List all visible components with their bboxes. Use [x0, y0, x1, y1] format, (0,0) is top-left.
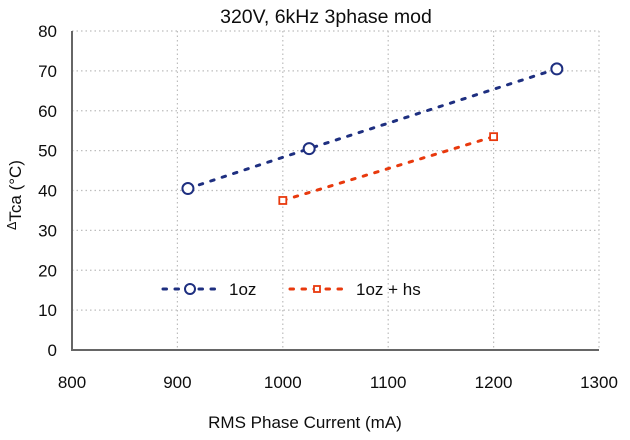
series-line-1oz-hs — [281, 135, 496, 202]
data-point-marker-square — [278, 196, 288, 205]
legend-item: 1oz — [161, 280, 256, 299]
x-tick-label: 1300 — [580, 373, 618, 392]
y-tick-label: 40 — [38, 182, 57, 201]
y-tick-label: 30 — [38, 221, 57, 240]
x-tick-label: 800 — [58, 373, 86, 392]
y-tick-label: 70 — [38, 62, 57, 81]
data-point-marker-circle — [302, 142, 316, 156]
axes — [71, 31, 599, 351]
y-tick-label: 10 — [38, 301, 57, 320]
y-tick-label: 50 — [38, 142, 57, 161]
data-point-marker-circle — [550, 62, 564, 76]
x-tick-label: 1000 — [264, 373, 302, 392]
y-tick-label: 0 — [48, 341, 57, 360]
data-point-marker-square — [489, 132, 499, 142]
x-axis-label: RMS Phase Current (mA) — [208, 413, 402, 432]
y-tick-label: 60 — [38, 102, 57, 121]
y-axis-label: ΔTca (°C) — [5, 160, 25, 230]
series-line-1oz — [186, 67, 559, 191]
y-tick-label: 20 — [38, 261, 57, 280]
x-tick-label: 1100 — [370, 373, 407, 392]
x-tick-label: 1200 — [475, 373, 513, 392]
data-point-marker-circle — [184, 283, 196, 295]
data-point-marker-circle — [181, 182, 195, 196]
y-axis-label-text: Tca (°C) — [6, 160, 25, 222]
legend: 1oz 1oz + hs — [161, 280, 421, 299]
series-layer — [181, 62, 564, 205]
y-tick-label: 80 — [38, 22, 57, 41]
legend-label: 1oz + hs — [356, 280, 421, 299]
chart-title: 320V, 6kHz 3phase mod — [220, 6, 432, 28]
data-point-marker-square — [313, 285, 321, 293]
legend-label: 1oz — [229, 280, 256, 299]
grid-layer: 800 900 1000 1100 1200 1300 0 10 20 30 40 50 60 70 80 — [38, 22, 618, 392]
legend-item: 1oz + hs — [288, 280, 421, 299]
x-tick-label: 900 — [163, 373, 191, 392]
y-axis-label-delta: Δ — [5, 222, 19, 230]
